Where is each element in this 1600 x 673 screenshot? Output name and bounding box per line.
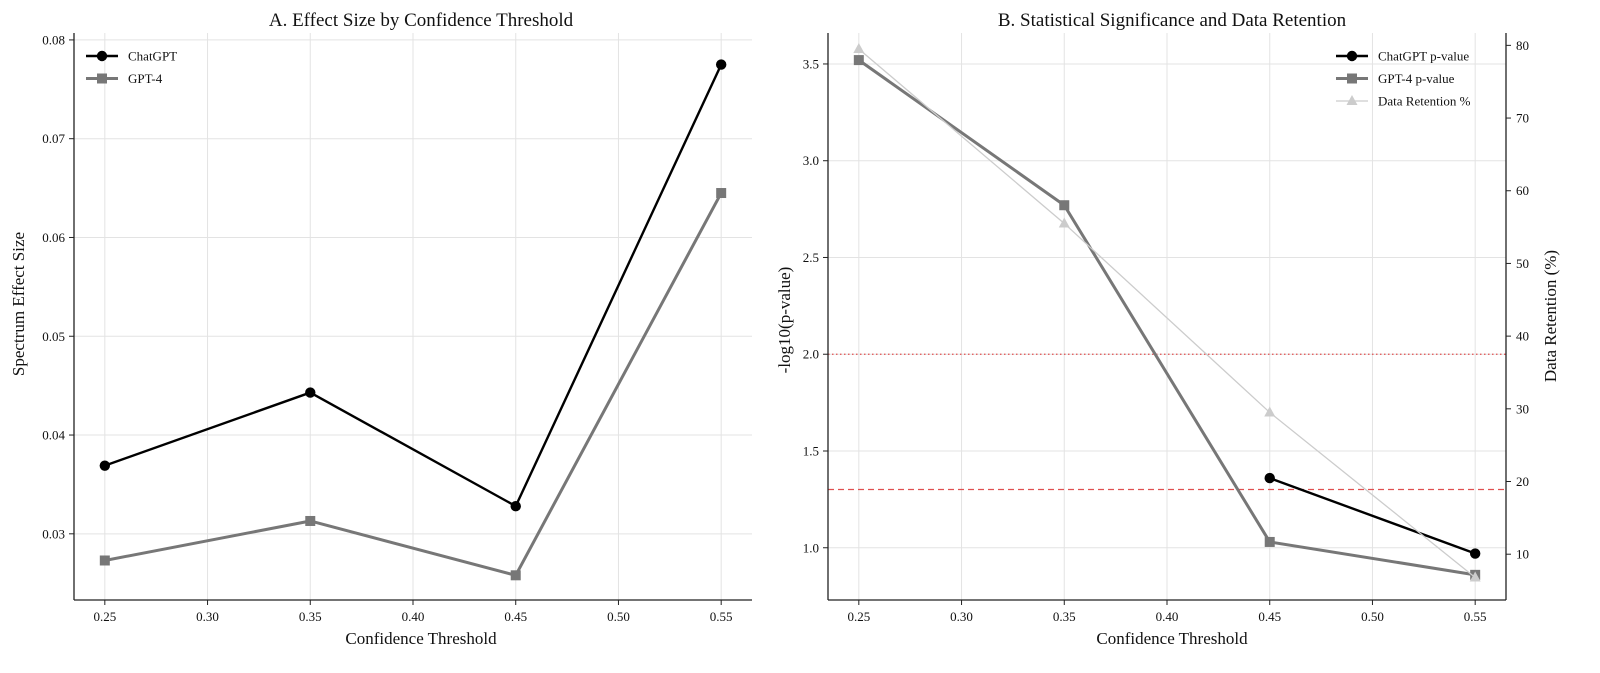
panel-b-data-retention-point xyxy=(1058,217,1070,228)
panel-b-x-tick-label: 0.45 xyxy=(1258,609,1281,624)
panel-b-y-tick-label: 1.5 xyxy=(803,443,819,458)
panel-a-y-label: Spectrum Effect Size xyxy=(9,232,28,376)
panel-a-y-ticks: 0.03 0.04 0.05 0.06 0.07 0.08 xyxy=(42,32,74,541)
panel-a-x-tick-label: 0.35 xyxy=(299,609,322,624)
panel-a-legend-gpt-4-label: GPT-4 xyxy=(128,71,163,86)
panel-a-title: A. Effect Size by Confidence Threshold xyxy=(269,10,574,31)
panel-a-gpt-4-point xyxy=(305,515,316,526)
panel-b-title: B. Statistical Significance and Data Ret… xyxy=(998,10,1347,31)
panel-b-y-ticks: 1.0 1.5 2.0 2.5 3.0 3.5 xyxy=(803,56,828,555)
panel-b-data-retention-point xyxy=(1469,571,1481,582)
panel-b-legend-data-retention-marker xyxy=(1346,95,1358,105)
panel-b-right-y-tick-label: 30 xyxy=(1516,401,1529,416)
panel-b-right-y-tick-label: 80 xyxy=(1516,38,1529,53)
panel-b-right-y-tick-label: 60 xyxy=(1516,183,1529,198)
panel-b-grid xyxy=(828,33,1506,600)
panel-a-x-tick-label: 0.40 xyxy=(402,609,425,624)
panel-a-y-tick-label: 0.03 xyxy=(42,526,65,541)
panel-b-x-label: Confidence Threshold xyxy=(1096,629,1248,648)
panel-a-gpt-4-point xyxy=(99,555,110,566)
panel-a-x-tick-label: 0.55 xyxy=(710,609,733,624)
panel-b-legend-gpt-4-p-value-label: GPT-4 p-value xyxy=(1378,71,1455,86)
panel-a: 0.25 0.30 0.35 0.40 0.45 0.50 0.55 0.030.040.0… xyxy=(9,10,752,648)
panel-b-gpt-4-p-value-point xyxy=(1059,200,1070,211)
panel-b-x-ticks: 0.25 0.30 0.35 0.40 0.45 0.50 0.55 xyxy=(847,600,1487,624)
panel-b-legend-chatgpt-p-value-marker xyxy=(1346,50,1358,62)
panel-a-gpt-4-point xyxy=(510,570,521,581)
panel-b-reference-lines xyxy=(828,353,1506,491)
panel-b-y-tick-label: 3.0 xyxy=(803,153,819,168)
panel-a-x-ticks: 0.25 0.30 0.35 0.40 0.45 0.50 0.55 xyxy=(93,600,733,624)
panel-b-y-tick-label: 1.0 xyxy=(803,540,819,555)
panel-a-chatgpt-point xyxy=(715,59,727,70)
panel-a-x-tick-label: 0.30 xyxy=(196,609,219,624)
panel-b-right-y-tick-label: 50 xyxy=(1516,256,1529,271)
panel-b-right-y-tick-label: 70 xyxy=(1516,111,1529,126)
panel-b-chatgpt-p-value-point xyxy=(1264,472,1275,484)
panel-a-legend-chatgpt-marker xyxy=(96,50,108,62)
panel-a-chatgpt-point xyxy=(510,500,521,512)
panel-a-x-tick-label: 0.25 xyxy=(93,609,116,624)
panel-a-legend-gpt-4-marker xyxy=(97,73,107,84)
panel-a-chatgpt-point xyxy=(305,387,316,398)
panel-b-chatgpt-p-value-point xyxy=(1469,548,1481,559)
panel-a-y-tick-label: 0.06 xyxy=(42,230,65,245)
panel-a-legend-chatgpt-label: ChatGPT xyxy=(128,49,177,64)
panel-b-right-y-tick-label: 20 xyxy=(1516,474,1529,489)
panel-b-y-tick-label: 2.0 xyxy=(803,347,819,362)
panel-b-legend-chatgpt-p-value-label: ChatGPT p-value xyxy=(1378,49,1469,64)
panel-a-x-label: Confidence Threshold xyxy=(345,629,497,648)
panel-a-legend: ChatGPT GPT-4 xyxy=(86,49,177,86)
panel-b-series xyxy=(853,42,1481,582)
panel-a-x-tick-label: 0.45 xyxy=(504,609,527,624)
panel-b-legend-data-retention-label: Data Retention % xyxy=(1378,94,1471,109)
panel-b-data-retention-point xyxy=(1264,406,1276,417)
panel-b-x-tick-label: 0.35 xyxy=(1053,609,1076,624)
panel-b-x-tick-label: 0.50 xyxy=(1361,609,1384,624)
panel-b-data-retention-line xyxy=(858,48,1476,578)
panel-a-chatgpt-point xyxy=(99,460,111,471)
panel-b: 0.25 0.30 0.35 0.40 0.45 0.50 0.55 1.0 1.5 2.0 2.… xyxy=(775,10,1560,648)
panel-b-legend: ChatGPT p-value GPT-4 p-value Data Retenti… xyxy=(1336,49,1471,109)
panel-a-y-tick-label: 0.05 xyxy=(42,329,65,344)
panel-b-right-y-ticks: 10 20 30 40 50 60 70 80 xyxy=(1506,38,1529,562)
panel-b-right-y-tick-label: 40 xyxy=(1516,329,1529,344)
panel-b-x-tick-label: 0.25 xyxy=(847,609,870,624)
panel-a-gpt-4-point xyxy=(716,188,727,199)
panel-b-gpt-4-p-value-line xyxy=(857,58,1476,577)
panel-b-gpt-4-p-value-point xyxy=(853,55,864,66)
panel-b-right-y-label: Data Retention (%) xyxy=(1541,250,1560,382)
panel-a-series xyxy=(99,59,727,581)
panel-b-right-y-tick-label: 10 xyxy=(1516,547,1529,562)
panel-b-y-tick-label: 2.5 xyxy=(803,250,819,265)
panel-b-legend-gpt-4-p-value-marker xyxy=(1347,73,1357,84)
panel-a-chatgpt-line xyxy=(104,64,723,508)
panel-b-data-retention-point xyxy=(853,42,865,53)
panel-a-y-tick-label: 0.08 xyxy=(42,32,65,47)
panel-a-y-tick-label: 0.07 xyxy=(42,131,65,146)
panel-a-y-tick-label: 0.04 xyxy=(42,428,65,443)
panel-b-y-tick-label: 3.5 xyxy=(803,56,819,71)
panel-b-gpt-4-p-value-point xyxy=(1264,536,1275,547)
panel-a-grid xyxy=(74,33,752,600)
panel-b-x-tick-label: 0.55 xyxy=(1464,609,1487,624)
panel-b-x-tick-label: 0.40 xyxy=(1156,609,1179,624)
panel-b-x-tick-label: 0.30 xyxy=(950,609,973,624)
panel-b-y-label: -log10(p-value) xyxy=(775,267,794,374)
panel-a-x-tick-label: 0.50 xyxy=(607,609,630,624)
panel-b-chatgpt-p-value-line xyxy=(1269,476,1476,555)
panel-a-gpt-4-line xyxy=(104,192,723,577)
